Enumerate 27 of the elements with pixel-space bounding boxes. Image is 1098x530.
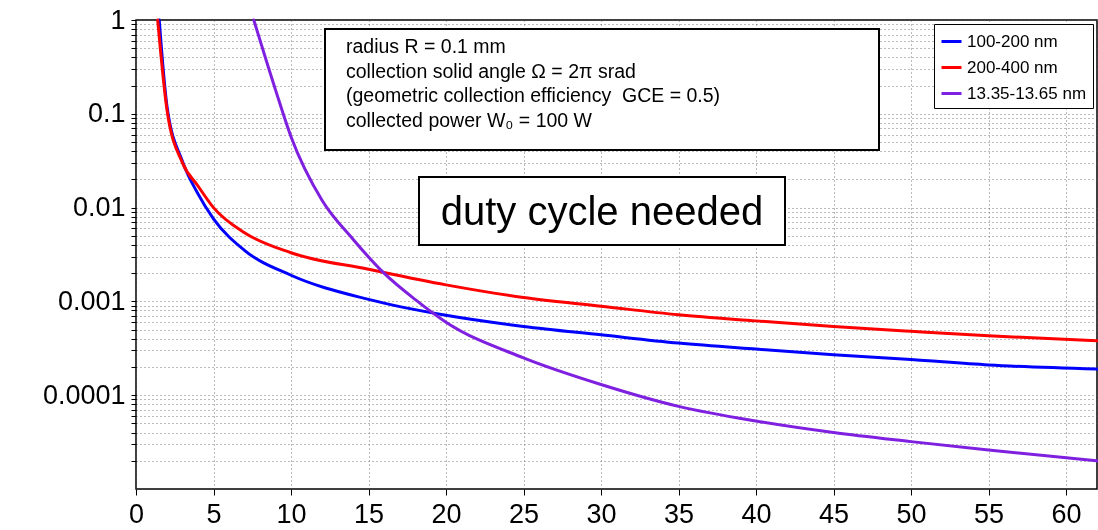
annotation: radius R = 0.1 mm <box>346 34 507 59</box>
x-tick-label: 30 <box>586 498 617 529</box>
y-tick-label: 0.0001 <box>42 379 126 410</box>
annotation: collection solid angle Ω = 2π srad <box>346 58 637 83</box>
x-tick-label: 45 <box>818 498 850 529</box>
legend-label: 13.35-13.65 nm <box>967 83 1087 103</box>
x-tick-label: 35 <box>663 498 695 529</box>
x-tick-label: 25 <box>508 498 540 529</box>
y-tick-label: 0.1 <box>87 98 126 129</box>
x-tick-label: 15 <box>353 498 385 529</box>
x-tick-label: 55 <box>973 498 1005 529</box>
x-tick-label: 60 <box>1051 498 1082 529</box>
x-tick-label: 0 <box>128 498 145 529</box>
annotation: (geometric collection efficiency GCE = 0.5) <box>346 83 722 108</box>
line-series <box>252 18 1098 463</box>
y-tick-label: 0.01 <box>72 192 126 223</box>
y-tick-label: 0.001 <box>57 285 126 316</box>
text-box: duty cycle needed <box>418 176 786 246</box>
x-tick-label: 20 <box>431 498 462 529</box>
x-tick-label: 5 <box>206 498 222 529</box>
x-tick-label: 10 <box>276 498 307 529</box>
legend-label: 200-400 nm <box>967 57 1058 77</box>
annotation: collected power W₀ = 100 W <box>346 107 593 132</box>
legend-label: 100-200 nm <box>967 31 1058 51</box>
x-tick-label: 50 <box>896 498 927 529</box>
x-tick-label: 40 <box>741 498 772 529</box>
y-tick-label: 1 <box>110 4 126 35</box>
